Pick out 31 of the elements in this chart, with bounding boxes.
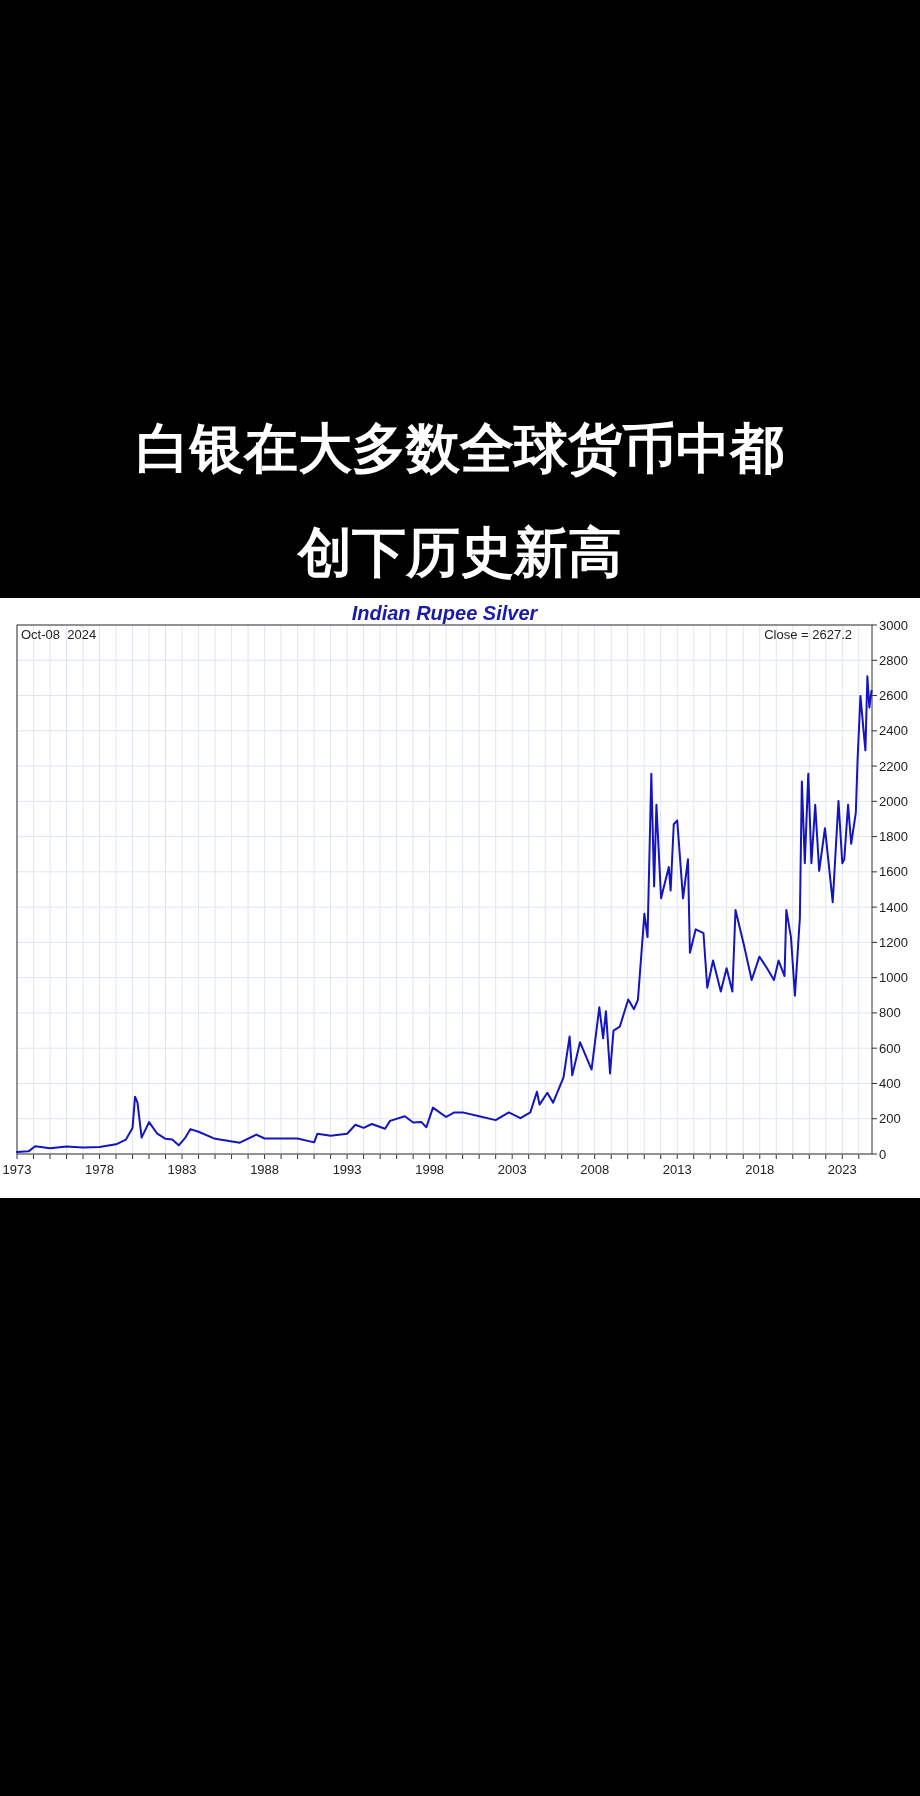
y-tick-label: 1800 [879,829,908,845]
annotation: Oct-08 2024 [21,627,97,642]
y-tick-label: 2000 [879,793,908,809]
x-tick-label: 1973 [2,1162,32,1177]
x-tick-label: 1978 [85,1162,114,1177]
y-tick-label: 600 [879,1040,901,1056]
y-tick-label: 1200 [879,934,908,950]
y-tick-label: 2600 [879,688,908,704]
x-tick-label: 2023 [827,1162,857,1177]
x-tick-label: 1993 [332,1162,362,1177]
y-tick-label: 2800 [879,652,908,668]
y-tick-label: 200 [879,1111,901,1127]
x-tick-label: 1983 [167,1162,197,1177]
y-tick-label: 400 [879,1075,901,1091]
x-tick-label: 1998 [415,1162,445,1177]
y-tick-label: 3000 [879,617,908,633]
y-tick-label: 1400 [879,899,908,915]
annotation: Close = 2627.2 [764,627,852,642]
y-tick-label: 1600 [879,864,908,880]
y-tick-label: 800 [879,1005,901,1021]
y-tick-label: 0 [879,1146,887,1162]
x-tick-label: 2013 [662,1162,692,1177]
x-tick-label: 2003 [497,1162,527,1177]
x-tick-label: 1988 [250,1162,280,1177]
y-tick-label: 2400 [879,723,908,739]
x-tick-label: 2018 [745,1162,775,1177]
chart-title: 白银在大多数全球货币中都创下历史新高 [136,418,784,582]
y-tick-label: 2200 [879,758,908,774]
chart-subtitle: Indian Rupee Silver [351,602,539,624]
x-tick-label: 2008 [580,1162,610,1177]
y-tick-label: 1000 [879,970,908,986]
